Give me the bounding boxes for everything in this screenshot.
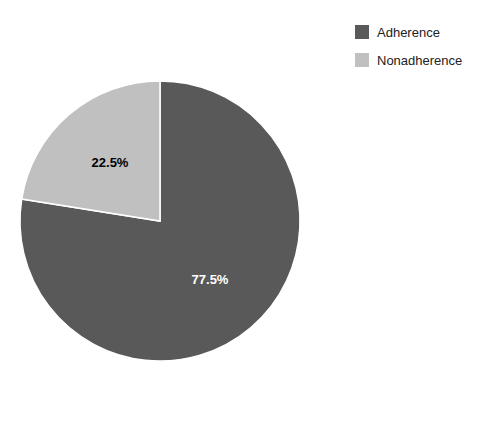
data-label: 77.5% (192, 272, 229, 287)
pie (20, 81, 300, 361)
legend-label: Adherence (377, 25, 440, 40)
data-label: 22.5% (92, 155, 129, 170)
legend-label: Nonadherence (377, 53, 462, 68)
legend-item: Adherence (355, 25, 440, 40)
chart: 77.5% 22.5% Adherence Nonadherence (0, 0, 500, 442)
legend-item: Nonadherence (355, 53, 462, 68)
pie-slice (22, 81, 160, 221)
legend-swatch (355, 25, 369, 39)
legend: Adherence Nonadherence (355, 25, 462, 68)
data-labels: 77.5% 22.5% (92, 155, 229, 287)
legend-swatch (355, 53, 369, 67)
pie-slice (20, 81, 300, 361)
